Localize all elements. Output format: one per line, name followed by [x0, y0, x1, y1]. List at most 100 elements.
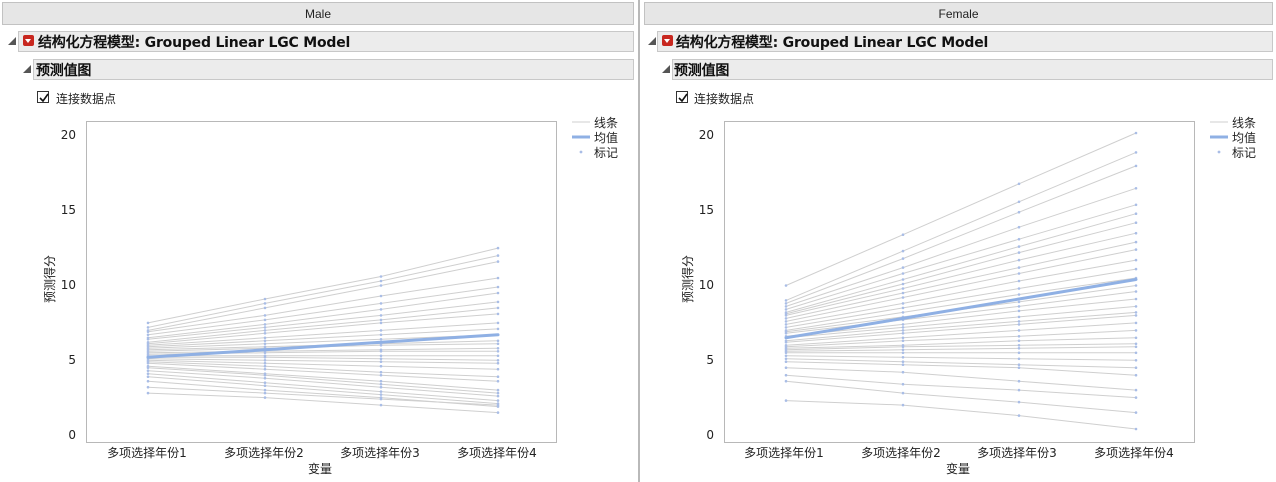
- data-marker: [784, 341, 788, 344]
- individual-line: [785, 337, 1137, 349]
- data-marker: [901, 233, 905, 236]
- red-triangle-menu-icon[interactable]: [23, 35, 34, 46]
- data-marker: [901, 306, 905, 310]
- data-marker: [1017, 366, 1021, 369]
- data-marker: [901, 351, 905, 355]
- data-marker: [379, 344, 383, 347]
- x-tick-label: 多项选择年份2: [861, 446, 941, 460]
- data-marker: [784, 357, 788, 361]
- data-marker: [1017, 245, 1021, 248]
- data-marker: [379, 338, 383, 341]
- x-tick-label: 多项选择年份4: [457, 446, 537, 460]
- data-marker: [263, 323, 267, 326]
- data-marker: [263, 376, 267, 380]
- individual-line: [147, 365, 499, 391]
- individual-line: [785, 241, 1137, 319]
- data-marker: [379, 294, 383, 298]
- data-marker: [379, 308, 383, 311]
- outline-node-prediction: [672, 59, 1273, 80]
- connect-points-checkbox[interactable]: [676, 91, 688, 103]
- data-marker: [901, 287, 905, 290]
- legend-marker-swatch: [1217, 150, 1221, 154]
- data-marker: [784, 373, 788, 377]
- individual-line: [147, 367, 499, 394]
- data-marker: [146, 330, 150, 334]
- individual-line: [147, 328, 499, 348]
- data-marker: [1134, 359, 1138, 362]
- data-marker: [1017, 293, 1021, 296]
- data-marker: [1017, 400, 1021, 404]
- data-marker: [496, 391, 500, 395]
- data-marker: [263, 367, 267, 371]
- data-marker: [263, 314, 267, 317]
- data-marker: [263, 326, 267, 329]
- individual-line: [785, 151, 1137, 301]
- group-panel-female: Female 结构化方程模型: Grouped Linear LGC Model…: [641, 0, 1276, 482]
- data-marker: [496, 350, 500, 353]
- data-marker: [496, 339, 500, 343]
- disclosure-triangle-icon[interactable]: [23, 65, 32, 74]
- y-tick-label: 5: [706, 353, 714, 367]
- legend-item-markers: 标记: [594, 146, 619, 160]
- disclosure-triangle-icon[interactable]: [648, 37, 657, 46]
- x-axis-label: 变量: [307, 462, 333, 476]
- data-marker: [379, 364, 383, 368]
- individual-line: [785, 298, 1137, 337]
- individual-line: [147, 362, 499, 382]
- red-triangle-menu-icon[interactable]: [662, 35, 673, 46]
- plot-frame[interactable]: [86, 121, 557, 443]
- data-marker: [1017, 388, 1021, 392]
- individual-line: [785, 277, 1137, 331]
- data-marker: [379, 333, 383, 337]
- individual-line: [785, 346, 1137, 352]
- data-marker: [1134, 221, 1138, 224]
- data-marker: [1134, 427, 1138, 431]
- data-marker: [496, 306, 500, 310]
- data-marker: [263, 364, 267, 368]
- data-marker: [1134, 164, 1138, 168]
- disclosure-triangle-icon[interactable]: [8, 37, 17, 46]
- x-tick-label: 多项选择年份3: [977, 446, 1057, 460]
- data-marker: [901, 278, 905, 281]
- data-marker: [901, 311, 905, 314]
- data-marker: [379, 329, 383, 332]
- data-marker: [1134, 388, 1138, 392]
- data-marker: [263, 336, 267, 340]
- data-marker: [263, 381, 267, 385]
- data-marker: [496, 359, 500, 362]
- data-marker: [784, 354, 788, 358]
- individual-line: [147, 361, 499, 378]
- data-marker: [901, 332, 905, 335]
- data-marker: [379, 390, 383, 393]
- outline-node-sem: [18, 31, 634, 52]
- individual-line: [785, 322, 1137, 346]
- individual-line: [147, 277, 499, 333]
- data-marker: [901, 345, 905, 349]
- data-marker: [784, 351, 788, 355]
- data-marker: [1017, 363, 1021, 366]
- data-marker: [1134, 297, 1138, 301]
- panel-divider[interactable]: [638, 0, 640, 482]
- data-marker: [146, 375, 150, 378]
- data-marker: [1017, 309, 1021, 313]
- individual-line: [147, 292, 499, 339]
- data-marker: [1017, 225, 1021, 229]
- data-marker: [263, 302, 267, 305]
- connect-points-checkbox[interactable]: [37, 91, 49, 103]
- data-marker: [496, 388, 500, 392]
- data-marker: [496, 379, 500, 383]
- line-chart-female: [784, 131, 1138, 431]
- data-marker: [1134, 366, 1138, 369]
- plot-frame[interactable]: [724, 121, 1195, 443]
- data-marker: [784, 326, 788, 329]
- group-panel-male: Male 结构化方程模型: Grouped Linear LGC Model 预…: [2, 2, 634, 476]
- disclosure-triangle-icon[interactable]: [662, 65, 671, 74]
- individual-line: [785, 311, 1137, 342]
- data-marker: [146, 361, 150, 365]
- x-axis-label: 变量: [945, 462, 971, 476]
- data-marker: [496, 285, 500, 289]
- data-marker: [379, 321, 383, 325]
- data-marker: [901, 391, 905, 395]
- data-marker: [379, 360, 383, 363]
- data-marker: [146, 333, 150, 337]
